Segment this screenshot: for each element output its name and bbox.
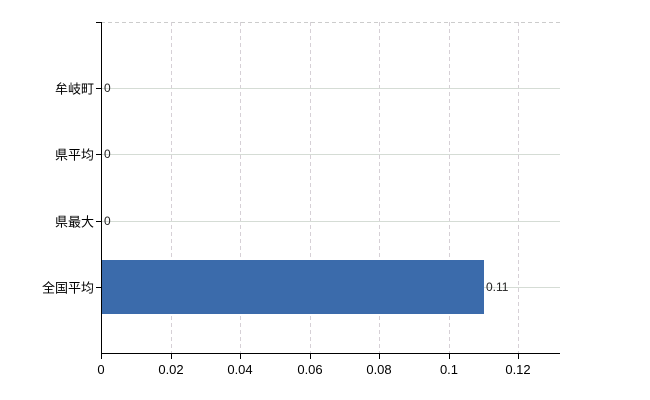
x-axis-line: [101, 353, 560, 354]
y-axis-tick: [96, 221, 101, 222]
v-gridline: [449, 22, 450, 353]
h-gridline: [102, 221, 560, 222]
x-axis-tick: [240, 354, 241, 359]
bar-value-label: 0: [104, 81, 111, 95]
category-label: 県平均: [54, 147, 94, 163]
x-axis-tick: [449, 354, 450, 359]
category-label: 県最大: [54, 214, 94, 230]
h-gridline: [102, 154, 560, 155]
v-gridline: [171, 22, 172, 353]
v-gridline: [240, 22, 241, 353]
x-axis-tick: [310, 354, 311, 359]
bar-value-label: 0: [104, 147, 111, 161]
y-axis-tick: [96, 287, 101, 288]
v-gridline: [310, 22, 311, 353]
y-axis-tick: [96, 88, 101, 89]
x-tick-label: 0.04: [227, 362, 253, 377]
v-gridline: [518, 22, 519, 353]
x-tick-label: 0.02: [158, 362, 184, 377]
category-label: 牟岐町: [54, 81, 94, 97]
y-axis-line: [101, 22, 102, 354]
y-axis-tick: [96, 22, 101, 23]
x-axis-tick: [379, 354, 380, 359]
y-axis-tick: [96, 154, 101, 155]
x-axis-tick: [518, 354, 519, 359]
x-tick-label: 0.12: [505, 362, 531, 377]
bar-value-label: 0.11: [486, 280, 509, 294]
x-tick-label: 0: [97, 362, 105, 377]
v-gridline: [379, 22, 380, 353]
plot-top-border: [101, 22, 560, 23]
h-gridline: [102, 88, 560, 89]
x-tick-label: 0.06: [297, 362, 323, 377]
x-axis-tick: [101, 354, 102, 359]
category-label: 全国平均: [41, 280, 94, 296]
bar-value-label: 0: [104, 214, 111, 228]
x-tick-label: 0.08: [366, 362, 392, 377]
x-tick-label: 0.1: [439, 362, 459, 377]
bar: [102, 260, 484, 314]
x-axis-tick: [171, 354, 172, 359]
